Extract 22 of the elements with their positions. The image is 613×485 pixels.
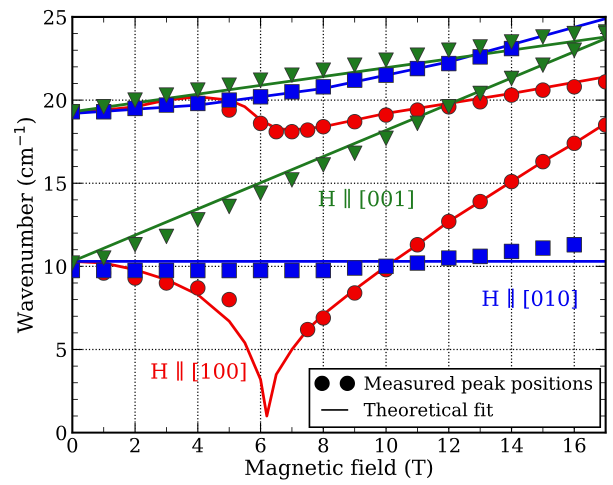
y-axis-title: Wavenumber (cm$^{−1}$) — [14, 118, 36, 334]
x-tick-label: 14 — [502, 438, 523, 452]
y-tick-label: 20 — [44, 93, 66, 108]
y-tick-label: 0 — [56, 426, 66, 440]
x-tick-label: 16 — [564, 438, 586, 453]
annotation: Theoretical fit — [364, 402, 494, 416]
y-tick-label: 5 — [56, 342, 66, 358]
series-label: H ∥ [001] — [318, 188, 413, 209]
y-tick-label: 15 — [45, 176, 66, 191]
series-label: H ∥ [010] — [482, 288, 577, 309]
y-tick-label: 10 — [45, 259, 66, 274]
x-axis-title: Magnetic field (T) — [245, 459, 432, 480]
annotation: Measured peak positions — [364, 376, 592, 394]
x-tick-label: 4 — [192, 438, 204, 452]
x-tick-label: 2 — [130, 438, 140, 452]
x-tick-label: 6 — [256, 438, 266, 453]
y-tick-label: 25 — [44, 10, 66, 25]
x-tick-label: 8 — [318, 438, 328, 453]
x-tick-label: 12 — [438, 438, 460, 452]
x-tick-label: 10 — [376, 438, 398, 453]
series-label: H ∥ [100] — [151, 361, 246, 382]
x-tick-label: 0 — [67, 438, 78, 453]
